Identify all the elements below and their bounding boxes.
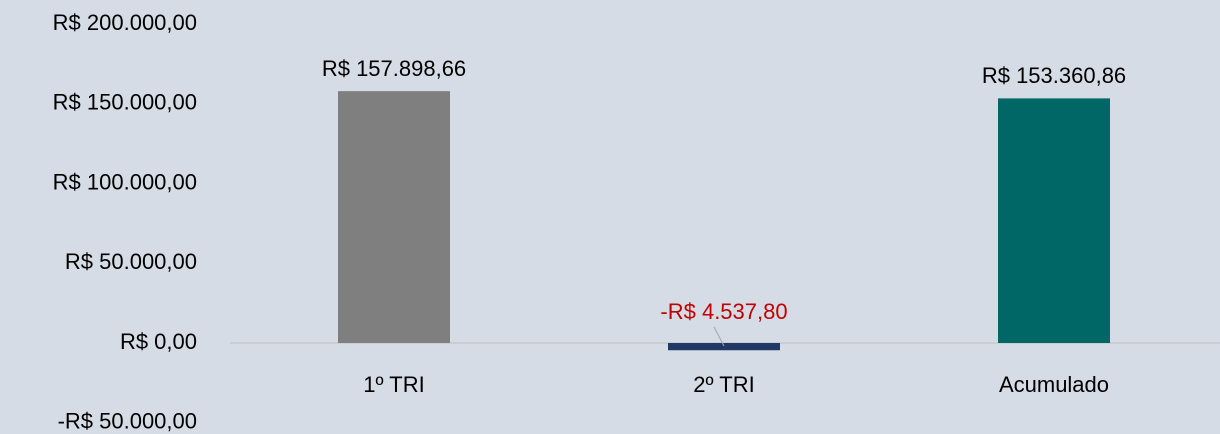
x-tick-label: 2º TRI <box>693 372 754 397</box>
bar <box>668 343 780 351</box>
y-tick-label: R$ 200.000,00 <box>53 10 197 35</box>
x-tick-label: Acumulado <box>999 372 1109 397</box>
y-tick-label: R$ 50.000,00 <box>65 249 197 274</box>
bar <box>338 91 450 343</box>
leader-line <box>713 326 725 347</box>
data-label: R$ 157.898,66 <box>322 56 466 81</box>
data-label: R$ 153.360,86 <box>982 63 1126 88</box>
x-tick-label: 1º TRI <box>363 372 424 397</box>
y-tick-label: R$ 150.000,00 <box>53 90 197 115</box>
y-tick-label: R$ 0,00 <box>120 329 197 354</box>
bar <box>998 98 1110 343</box>
y-tick-label: -R$ 50.000,00 <box>58 409 197 434</box>
y-tick-label: R$ 100.000,00 <box>53 169 197 194</box>
data-label: -R$ 4.537,80 <box>660 299 787 324</box>
